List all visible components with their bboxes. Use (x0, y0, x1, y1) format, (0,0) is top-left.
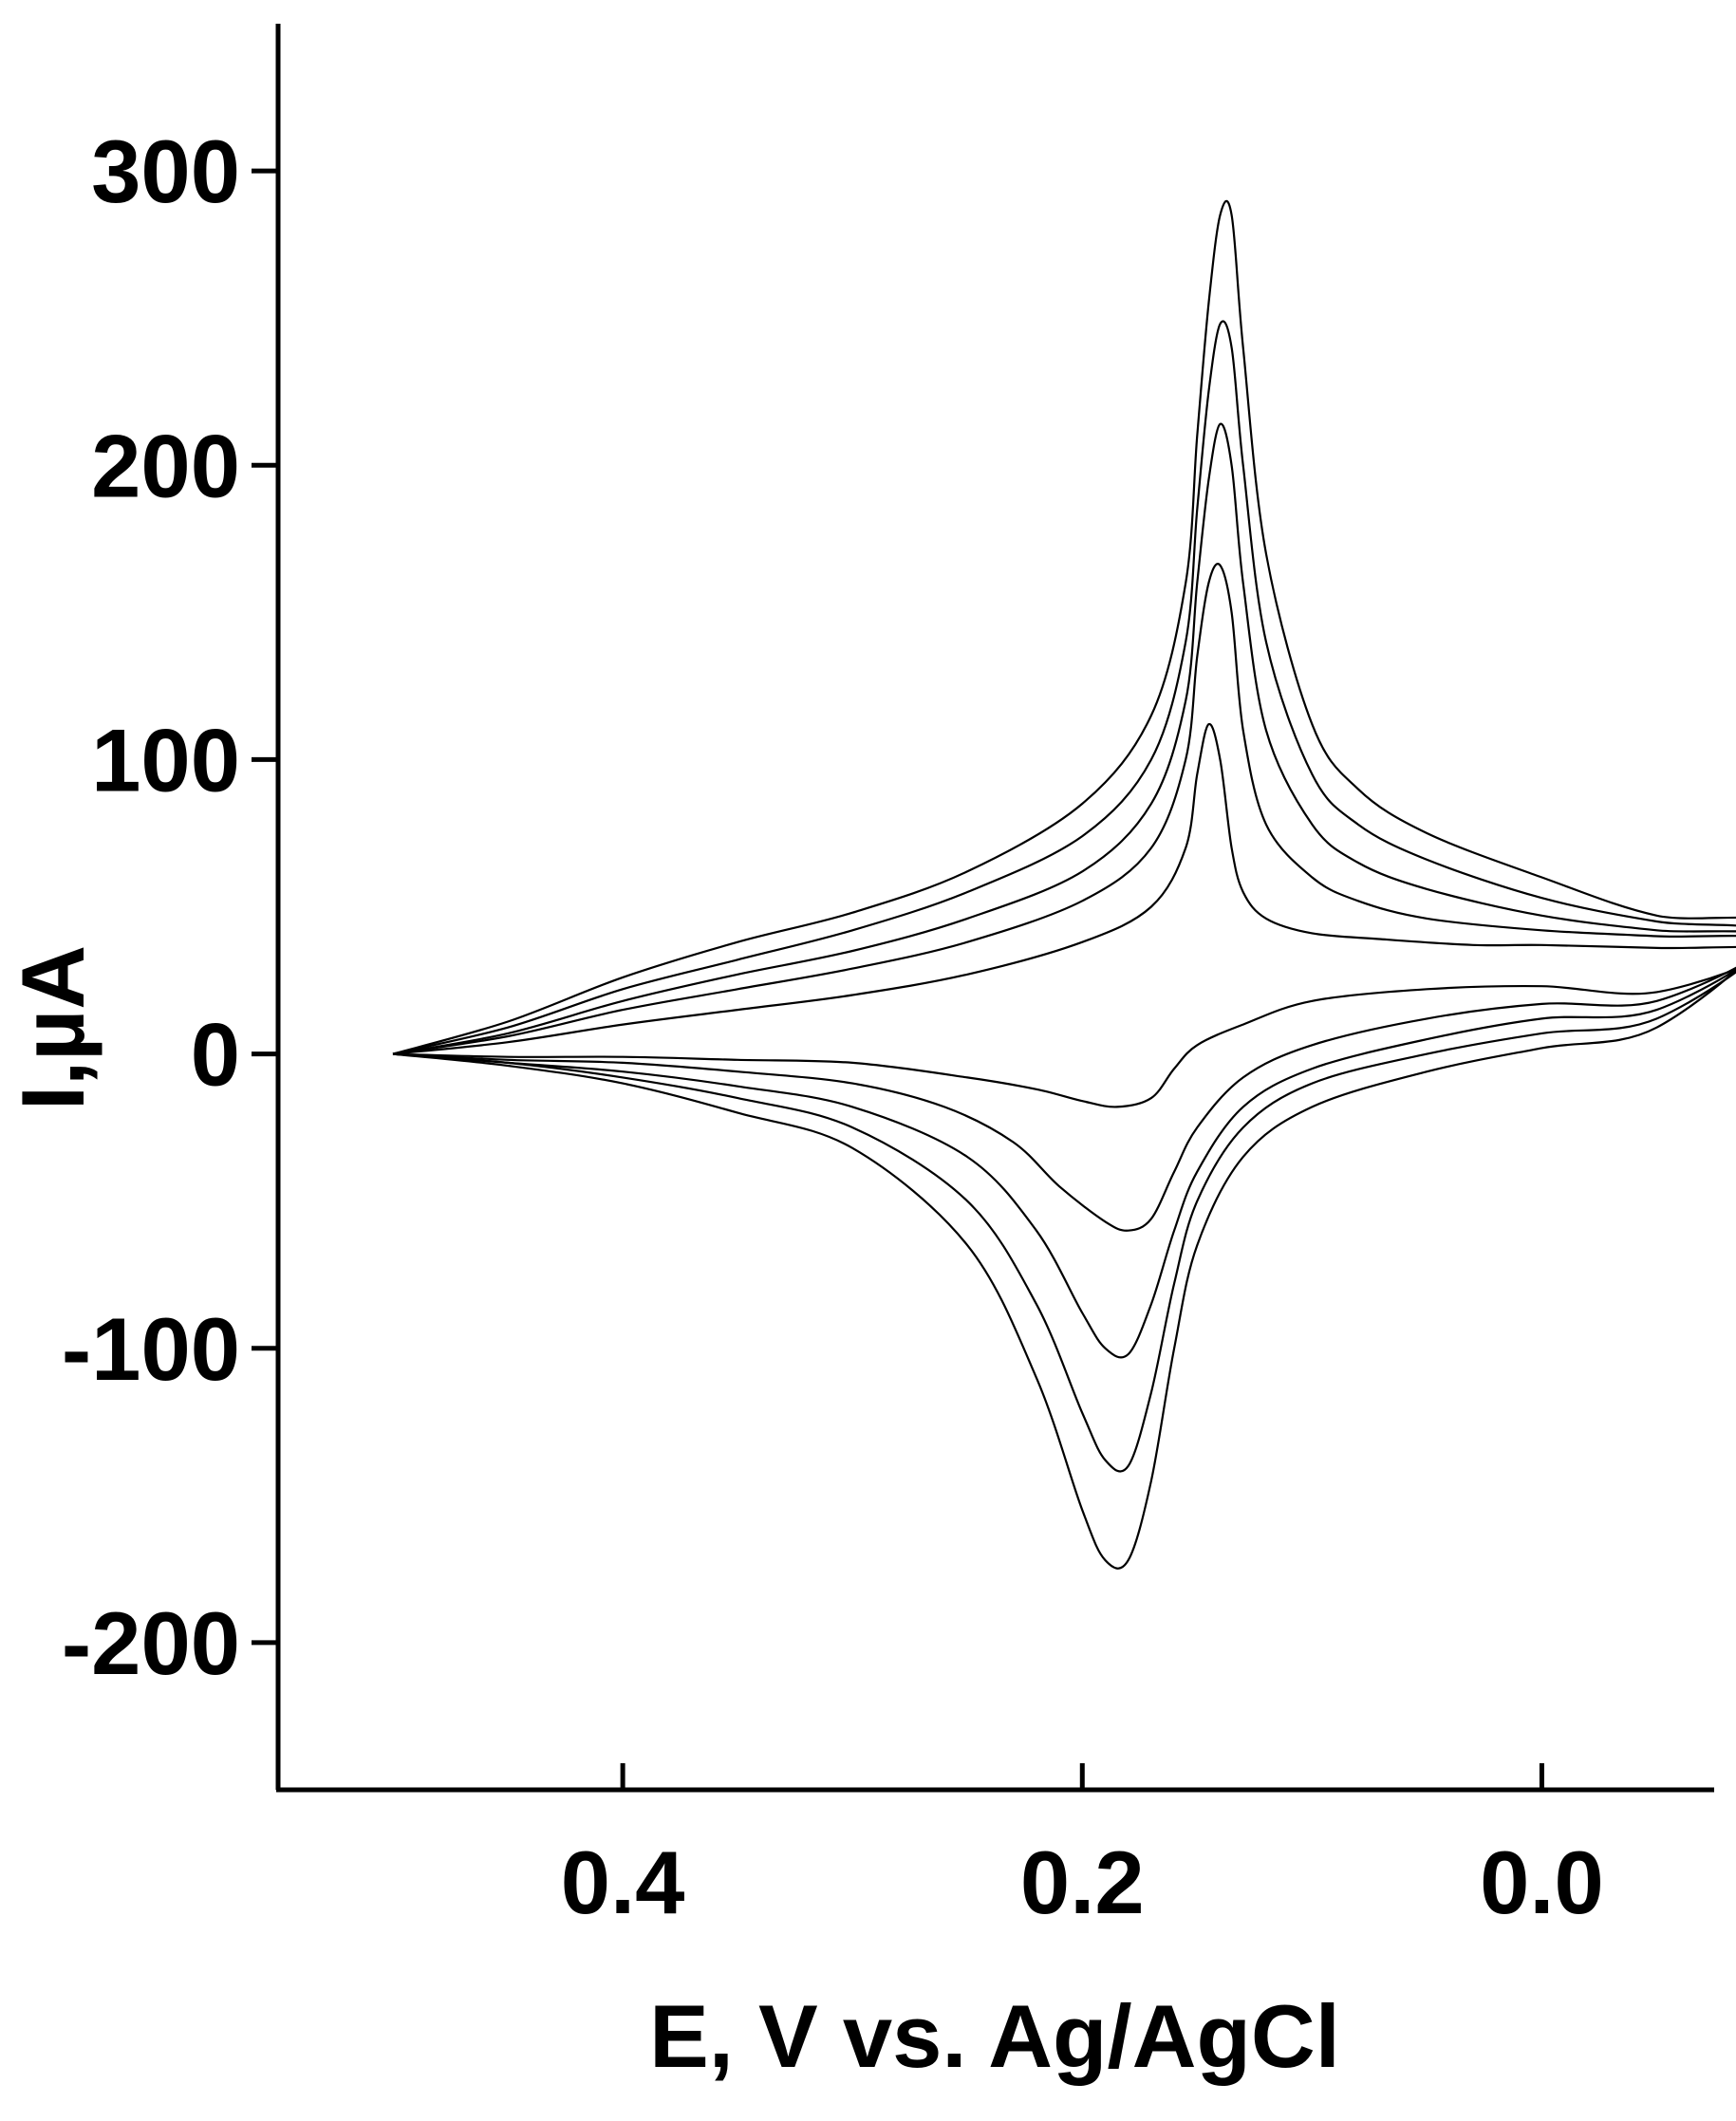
y-tick-label: 200 (91, 416, 240, 515)
cv-curve-2 (392, 563, 1736, 1232)
y-axis-ticks: 300 200 100 0 -100 -200 (62, 121, 278, 1693)
y-axis-title: I,µA (3, 945, 103, 1110)
x-axis-title: E, V vs. Ag/AgCl (649, 1986, 1340, 2086)
y-tick-label: 300 (91, 121, 240, 221)
y-tick-label: 100 (91, 710, 240, 809)
y-tick-label: 0 (191, 1005, 240, 1105)
x-tick-label: 0.0 (1480, 1833, 1604, 1932)
x-tick-label: 0.4 (561, 1833, 685, 1932)
x-axis-ticks: 0.4 0.2 0.0 (561, 1763, 1604, 1932)
y-tick-label: -200 (62, 1593, 240, 1693)
cv-curve-3 (392, 422, 1736, 1359)
y-tick-label: -100 (62, 1299, 240, 1399)
plot-frame (275, 24, 1714, 1793)
x-tick-label: 0.2 (1020, 1833, 1145, 1932)
cv-curve-1 (392, 723, 1736, 1108)
cv-curve-4 (392, 320, 1736, 1473)
voltammogram-curves (392, 199, 1736, 1570)
cv-curve-5 (392, 199, 1736, 1570)
